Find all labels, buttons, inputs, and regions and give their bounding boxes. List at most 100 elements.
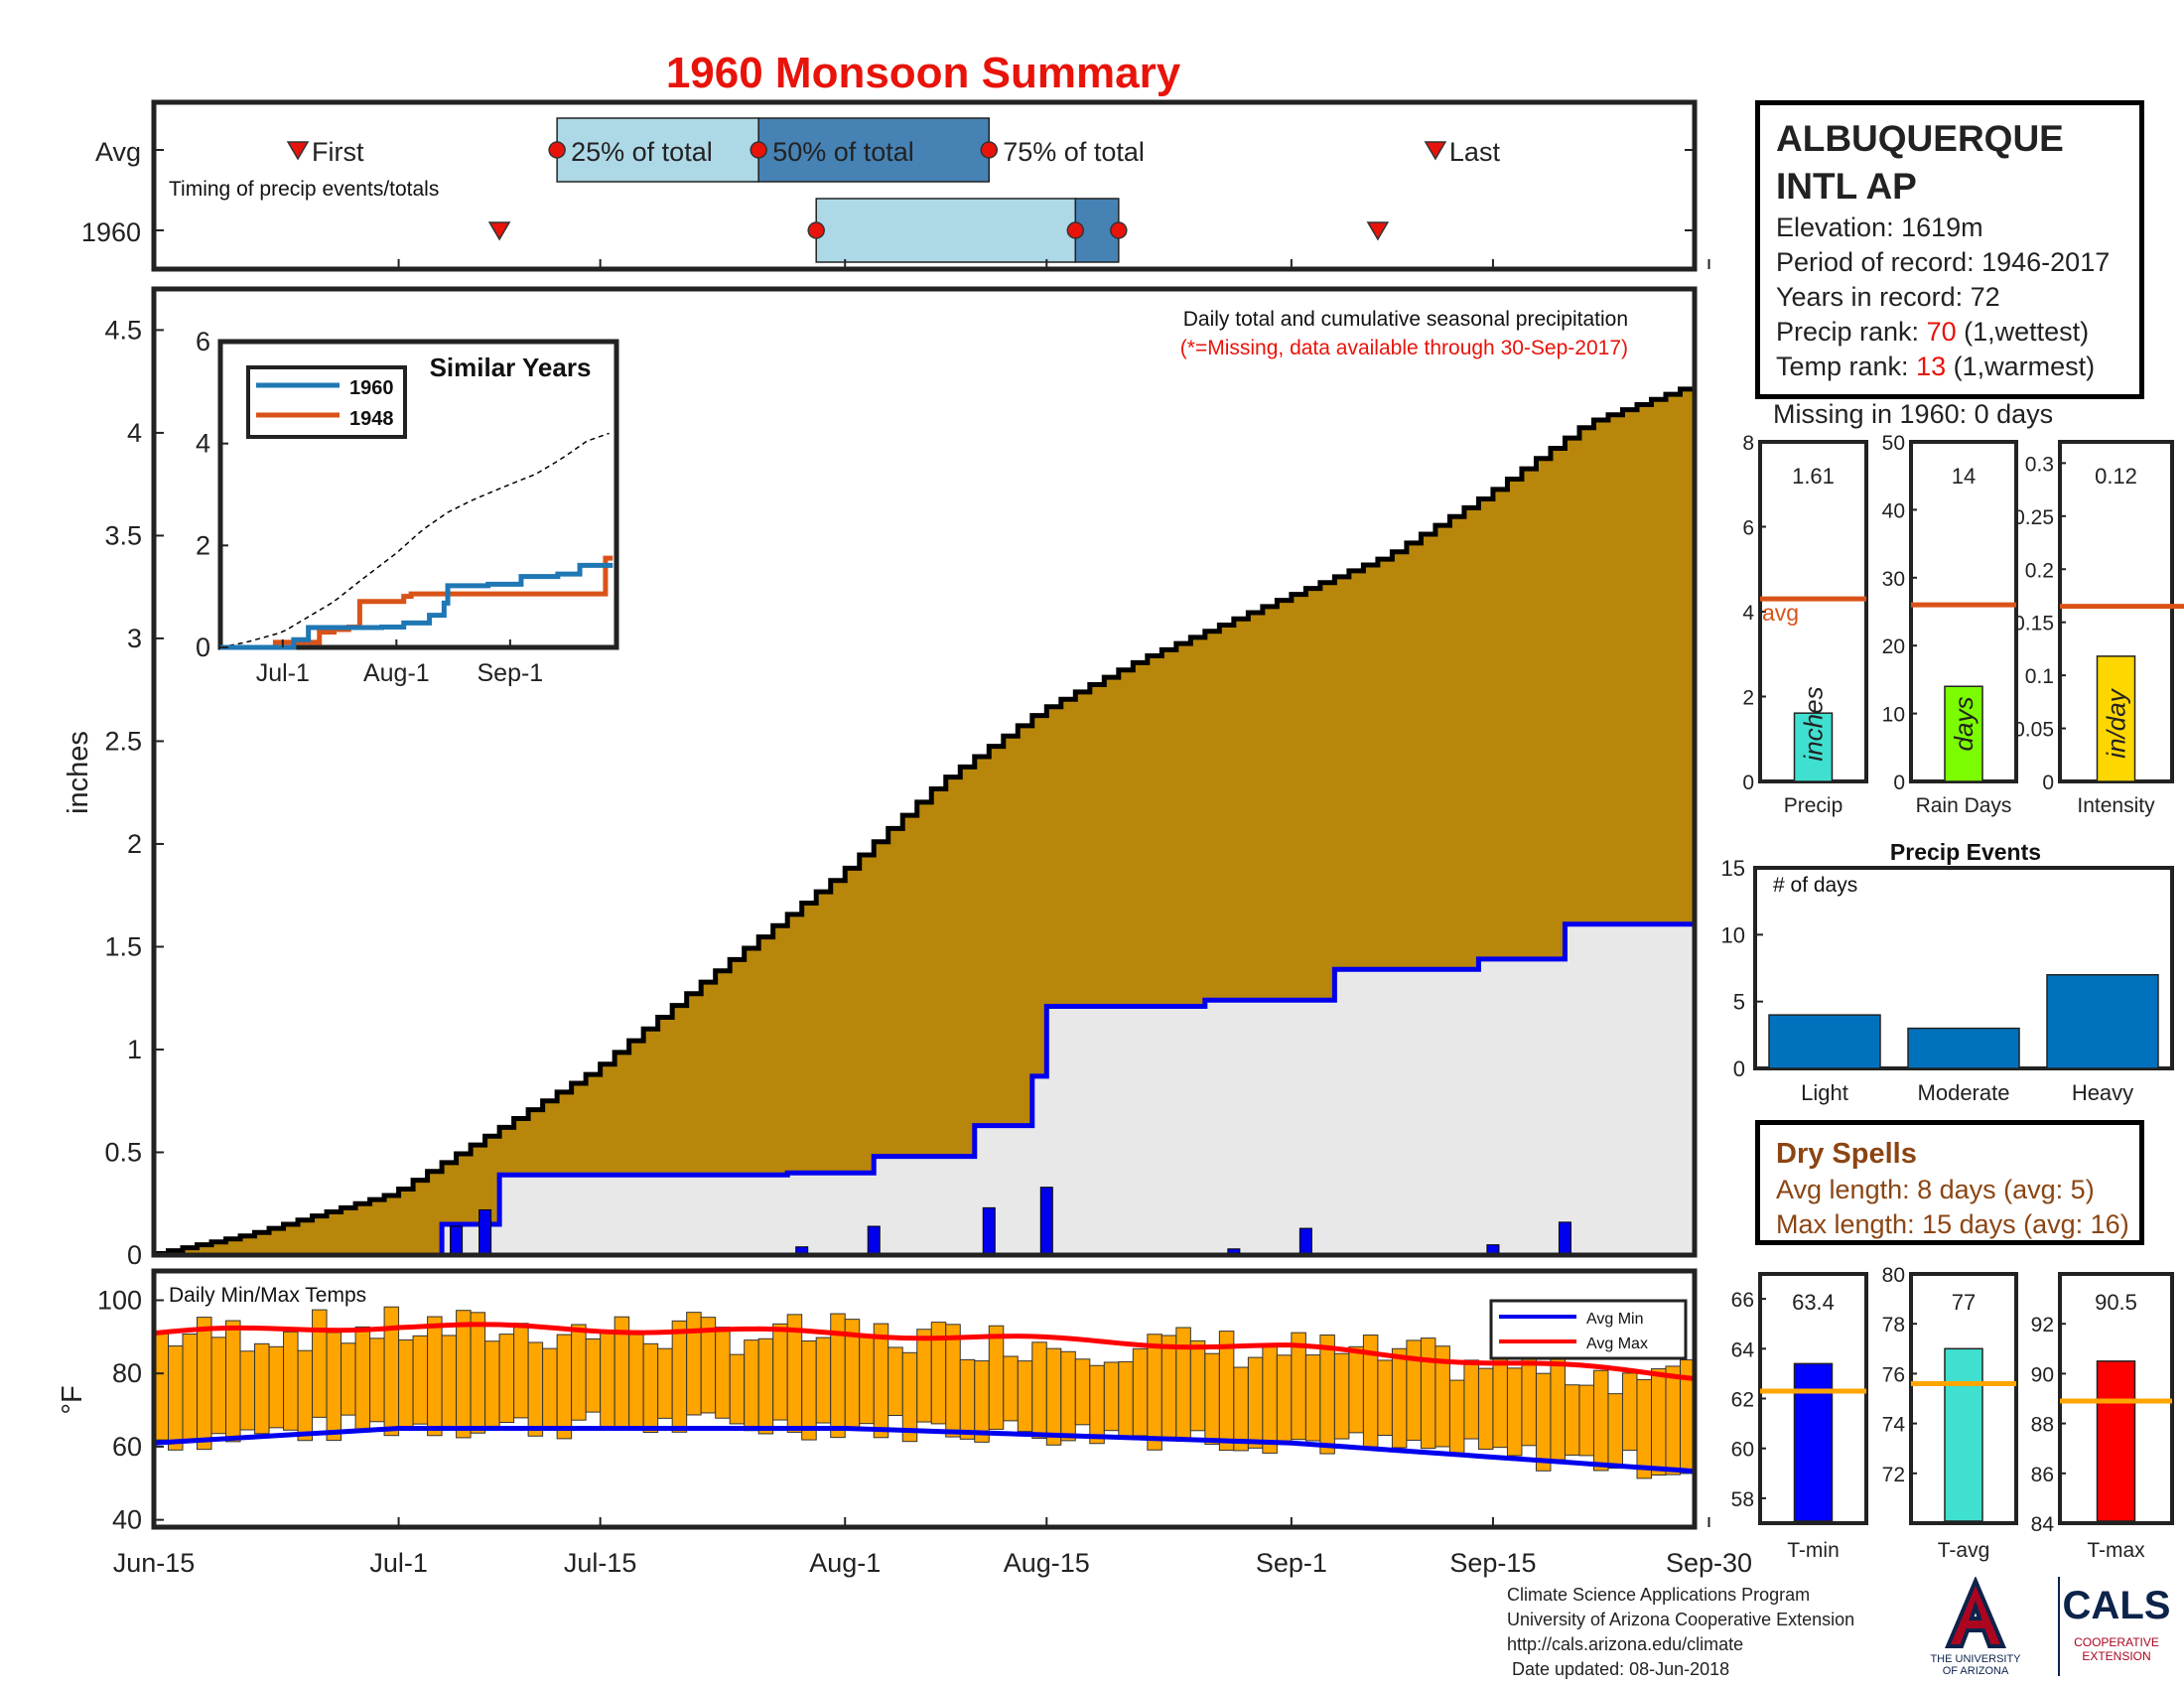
daily-precip-bar bbox=[478, 1208, 492, 1256]
timing-dot-marker bbox=[980, 141, 999, 159]
inset-ytick-label: 0 bbox=[196, 633, 210, 662]
dry-max-length: Max length: 15 days (avg: 16) bbox=[1776, 1209, 2129, 1239]
daily-temp-range-bar bbox=[1304, 1354, 1321, 1442]
daily-temp-range-bar bbox=[182, 1334, 199, 1441]
temp-panel-ytick-label: 72 bbox=[1882, 1464, 1905, 1486]
daily-temp-range-bar bbox=[1665, 1365, 1681, 1476]
temp-ytick-label: 40 bbox=[112, 1505, 142, 1535]
precip-rank-value: 70 bbox=[1926, 317, 1957, 347]
daily-temp-range-bar bbox=[1607, 1393, 1623, 1470]
small-unit-label: in/day bbox=[2102, 687, 2131, 758]
daily-temp-range-bar bbox=[1377, 1359, 1393, 1437]
small-value-label: 1.61 bbox=[1792, 464, 1835, 489]
daily-temp-range-bar bbox=[341, 1342, 356, 1416]
daily-temp-range-bar bbox=[427, 1316, 443, 1437]
temp-panel-ytick-label: 90 bbox=[2031, 1363, 2054, 1386]
timing-dot-marker bbox=[548, 141, 566, 159]
daily-temp-range-bar bbox=[225, 1320, 241, 1443]
temp-panel-ytick-label: 92 bbox=[2031, 1314, 2054, 1336]
daily-temp-range-bar bbox=[1621, 1372, 1638, 1452]
daily-temp-range-bar bbox=[168, 1345, 184, 1451]
precip-events-panel: Precip Events 0 5 10 15 Light Moderate Heavy #… bbox=[1721, 839, 2174, 1105]
inset-xtick-label: Sep-1 bbox=[478, 659, 544, 687]
temp-ytick-label: 60 bbox=[112, 1432, 142, 1462]
p50-label: 50% of total bbox=[772, 137, 914, 167]
daily-temp-range-bar bbox=[1521, 1356, 1537, 1447]
inset-1960-line bbox=[220, 562, 614, 650]
avg-min-line bbox=[153, 1425, 1696, 1475]
daily-temp-range-bar bbox=[369, 1337, 385, 1423]
temp-panel-ytick-label: 86 bbox=[2031, 1464, 2054, 1486]
station-elevation: Elevation: 1619m bbox=[1776, 212, 1983, 242]
temp-panel-ytick-label: 76 bbox=[1882, 1363, 1905, 1386]
daily-temp-range-bar bbox=[744, 1339, 759, 1432]
precip-rank-label: Precip rank: bbox=[1776, 317, 1927, 347]
small-value-label: 0.12 bbox=[2095, 464, 2137, 489]
small-ytick-label: 0.3 bbox=[2025, 453, 2054, 476]
small-ytick-label: 0.2 bbox=[2025, 559, 2054, 582]
avg-max-line bbox=[153, 1322, 1696, 1381]
legend-1948-label: 1948 bbox=[349, 408, 394, 430]
events-ytick-label: 15 bbox=[1721, 856, 1745, 881]
timing-caption: Timing of precip events/totals bbox=[169, 178, 439, 201]
event-bar-heavy bbox=[2046, 973, 2159, 1069]
small-ytick-label: 20 bbox=[1882, 635, 1905, 658]
small-panel-label: Intensity bbox=[2077, 794, 2155, 817]
date-tick-label: Jul-15 bbox=[564, 1548, 637, 1578]
daily-temp-range-bar bbox=[456, 1310, 472, 1439]
station-precip-rank: Precip rank: 70 (1,wettest) bbox=[1776, 315, 2123, 350]
timing-dot-marker bbox=[1110, 221, 1128, 239]
svg-text:COOPERATIVE: COOPERATIVE bbox=[2074, 1635, 2159, 1649]
daily-temp-range-bar bbox=[1118, 1360, 1134, 1439]
svg-text:THE UNIVERSITY: THE UNIVERSITY bbox=[1930, 1653, 2021, 1665]
daily-temp-range-bar bbox=[585, 1337, 602, 1413]
temp-ytick-label: 100 bbox=[97, 1285, 142, 1315]
timing-dot-marker bbox=[750, 141, 767, 159]
daily-temp-range-bar bbox=[1448, 1379, 1465, 1455]
daily-temp-range-bar bbox=[297, 1349, 314, 1442]
timing-triangle-marker bbox=[487, 221, 511, 241]
legend-1960-label: 1960 bbox=[349, 377, 394, 399]
daily-temp-range-bar bbox=[1391, 1347, 1408, 1449]
timing-triangle-marker bbox=[286, 141, 310, 161]
temps-label: Daily Min/Max Temps bbox=[169, 1284, 366, 1307]
date-tick-label: Aug-15 bbox=[1004, 1548, 1090, 1578]
daily-temp-range-bar bbox=[859, 1336, 875, 1425]
temp-panel-ytick-label: 58 bbox=[1731, 1488, 1754, 1511]
daily-temp-range-bar bbox=[1045, 1347, 1062, 1446]
timing-row-year: 1960 bbox=[81, 217, 141, 247]
station-years: Years in record: 72 bbox=[1776, 282, 2000, 312]
daily-temp-range-bar bbox=[715, 1327, 731, 1419]
event-category-label: Heavy bbox=[2072, 1080, 2133, 1105]
temp-panel-ytick-label: 60 bbox=[1731, 1439, 1754, 1462]
events-ytick-label: 0 bbox=[1733, 1056, 1745, 1081]
precip-ytick-label: 0.5 bbox=[104, 1137, 142, 1167]
station-info-box: ALBUQUERQUE INTL AP Elevation: 1619m Per… bbox=[1755, 100, 2144, 399]
daily-temp-range-bar bbox=[1074, 1358, 1091, 1426]
precip-ytick-label: 3 bbox=[127, 624, 142, 653]
similar-years-inset: 0 2 4 6 Jul-1 Aug-1 Sep-1 Similar Years 1960 1… bbox=[196, 327, 619, 687]
daily-temp-range-bar bbox=[1132, 1347, 1149, 1437]
precip-ytick-label: 2.5 bbox=[104, 726, 142, 756]
daily-temp-range-bar bbox=[571, 1324, 587, 1421]
small-value-bar bbox=[2096, 655, 2136, 782]
daily-temp-range-bar bbox=[801, 1339, 817, 1441]
timing-panel: Avg 1960 Timing of precip events/totals … bbox=[81, 99, 1698, 272]
avg-25-50-box bbox=[556, 117, 759, 183]
precip-ytick-label: 0 bbox=[127, 1240, 142, 1270]
event-bar-moderate bbox=[1907, 1027, 2020, 1069]
daily-temp-range-bar bbox=[1147, 1334, 1162, 1451]
temp-panel-ytick-label: 88 bbox=[2031, 1414, 2054, 1437]
temp-value-label: 63.4 bbox=[1792, 1290, 1835, 1315]
daily-temp-range-bar bbox=[312, 1309, 328, 1418]
daily-temp-range-bar bbox=[1420, 1337, 1436, 1450]
temp-value-bar bbox=[2096, 1360, 2136, 1522]
daily-temp-range-bar bbox=[484, 1340, 500, 1427]
daily-temp-range-bar bbox=[1103, 1361, 1120, 1432]
temp-panel-label: T-max bbox=[2087, 1539, 2145, 1562]
temps-panel: 40 60 80 100 Daily Min/Max Temps °F Avg Min… bbox=[57, 1268, 1698, 1535]
temp-panel-label: T-min bbox=[1787, 1539, 1840, 1562]
daily-temp-range-bar bbox=[657, 1347, 673, 1419]
daily-temp-range-bar bbox=[1564, 1384, 1580, 1456]
inset-xtick-label: Jul-1 bbox=[256, 659, 310, 687]
